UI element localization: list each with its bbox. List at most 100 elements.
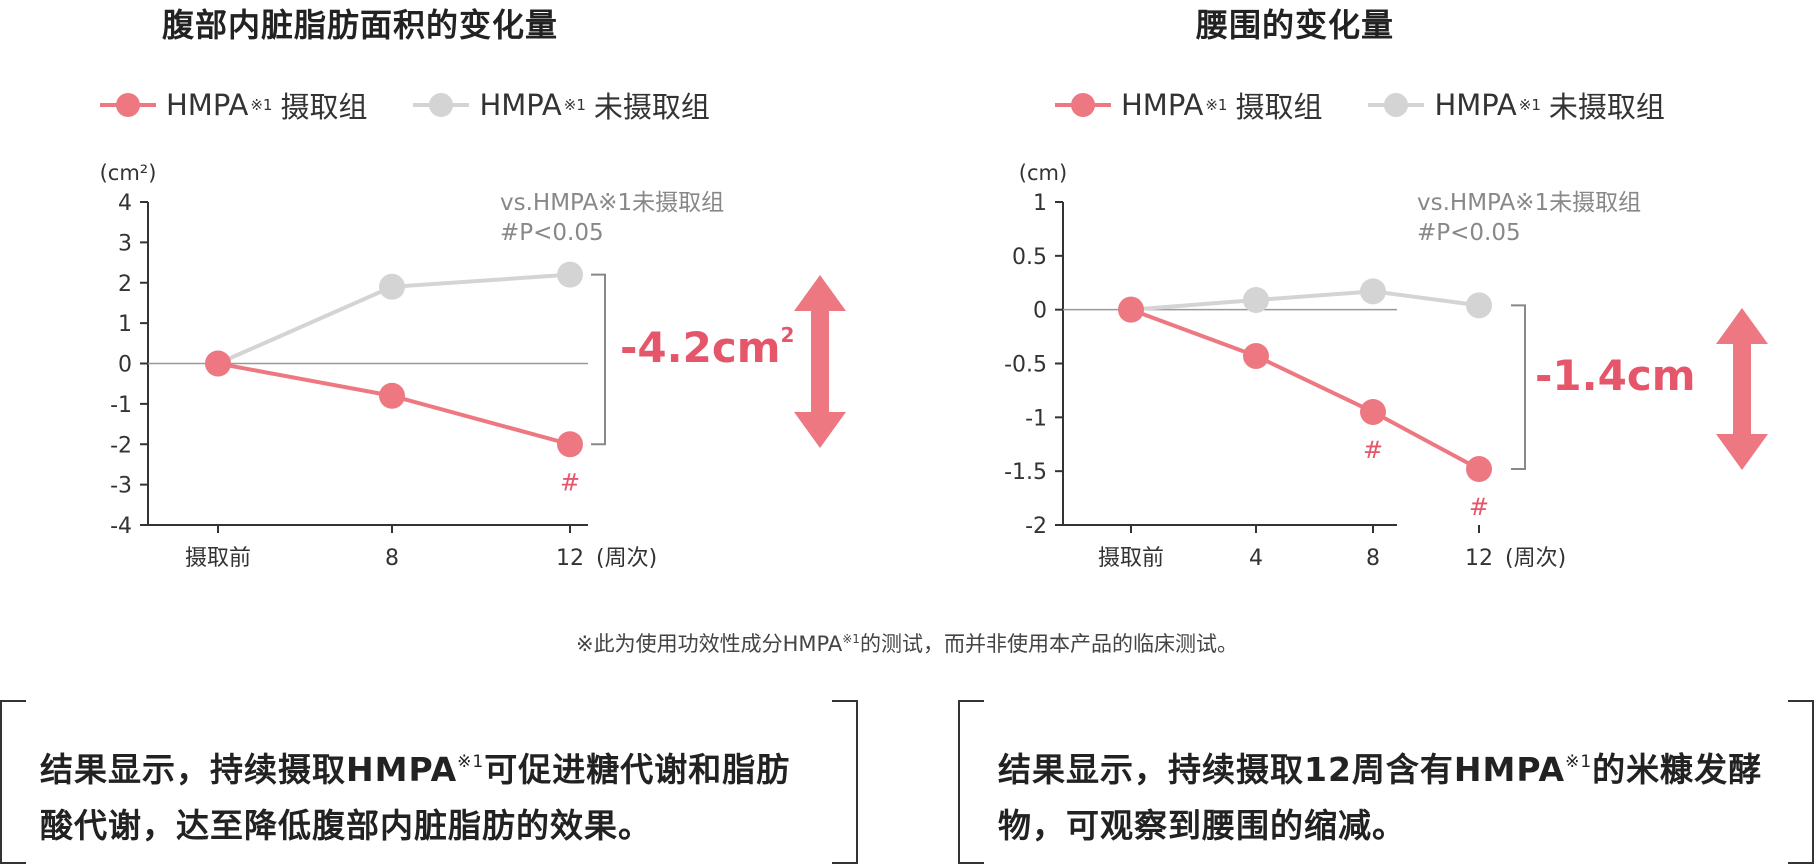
y-tick-label: 0.5	[1012, 245, 1047, 270]
x-tick-label: 8	[385, 546, 399, 571]
visceral-fat-plot: (cm²) 4 3 2 1 0 -1 -2 -3 -4 摄取前 8 12 (周次) # vs.HMPA※1未摄…	[100, 161, 846, 571]
control-point	[557, 261, 583, 288]
control-point	[1243, 286, 1269, 313]
x-unit-label: (周次)	[596, 546, 657, 571]
legend-swatch-control	[413, 93, 470, 117]
control-point	[379, 273, 405, 300]
y-tick-label: 3	[118, 231, 132, 256]
y-tick-label: 2	[118, 272, 132, 297]
difference-bracket	[1511, 304, 1526, 471]
conclusion-superscript: ※1	[1565, 752, 1593, 772]
legend-superscript: ※1	[250, 96, 273, 114]
legend-superscript: ※1	[1518, 96, 1541, 114]
x-tick-label: 摄取前	[1098, 546, 1164, 571]
y-tick-label: -2	[1025, 514, 1047, 539]
legend-superscript: ※1	[1205, 96, 1228, 114]
legend-label: HMPA	[1434, 88, 1517, 122]
legend-item-treatment: HMPA ※1 摄取组	[100, 84, 367, 126]
control-point	[1360, 278, 1386, 305]
conclusion-text-start: 结果显示，持续摄取HMPA	[40, 750, 458, 789]
x-tick-label: 4	[1249, 546, 1263, 571]
difference-bracket	[591, 273, 606, 446]
legend-item-control: HMPA ※1 未摄取组	[413, 84, 710, 126]
conclusion-text: 结果显示，持续摄取HMPA※1可促进糖代谢和脂肪酸代谢，达至降低腹部内脏脂肪的效…	[40, 734, 822, 854]
chart-legend: HMPA ※1 摄取组 HMPA ※1 未摄取组	[100, 84, 756, 126]
double-arrow-icon	[1716, 308, 1768, 470]
treatment-line	[1130, 307, 1480, 471]
y-tick-label: -3	[110, 474, 132, 499]
treatment-point	[379, 382, 405, 409]
legend-suffix: 摄取组	[1235, 90, 1323, 124]
legend-swatch-treatment	[100, 93, 156, 117]
conclusion-text: 结果显示，持续摄取12周含有HMPA※1的米糠发酵物，可观察到腰围的缩减。	[998, 734, 1778, 854]
legend-suffix: 摄取组	[280, 90, 368, 124]
x-unit-label: (周次)	[1505, 546, 1566, 571]
y-tick-label: -1.5	[1004, 460, 1047, 485]
legend-suffix: 未摄取组	[593, 90, 710, 124]
conclusion-text-end: 的米糠发酵物，可观察到腰围的缩减。	[998, 750, 1763, 845]
y-tick-label: 1	[118, 312, 132, 337]
significance-mark: #	[1363, 436, 1383, 464]
footnote: ※此为使用功效性成分HMPA※1的测试，而并非使用本产品的临床测试。	[0, 628, 1814, 658]
legend-swatch-control	[1368, 93, 1425, 117]
y-tick-label: -4	[110, 514, 132, 539]
conclusion-text-end: 可促进糖代谢和脂肪酸代谢，达至降低腹部内脏脂肪的效果。	[40, 750, 791, 845]
treatment-point	[557, 431, 583, 458]
control-point	[1466, 292, 1492, 319]
difference-label: -1.4cm	[1535, 351, 1696, 400]
legend-suffix: 未摄取组	[1548, 90, 1665, 124]
y-tick-label: -0.5	[1004, 353, 1047, 378]
y-tick-label: 1	[1033, 191, 1047, 216]
waist-plot: (cm) 1 0.5 0 -0.5 -1 -1.5 -2 摄取前 4 8 12 (周次) # # vs.HMP…	[1004, 161, 1768, 571]
y-tick-label: -1	[110, 393, 132, 418]
y-tick-label: 0	[1033, 299, 1047, 324]
x-tick-label: 摄取前	[185, 546, 251, 571]
legend-swatch-treatment	[1055, 93, 1111, 117]
x-tick-label: 12	[556, 546, 584, 571]
legend-superscript: ※1	[563, 96, 586, 114]
legend-item-control: HMPA ※1 未摄取组	[1368, 84, 1665, 126]
difference-superscript: 2	[781, 323, 795, 347]
footnote-suffix: 的测试，而并非使用本产品的临床测试。	[859, 632, 1238, 656]
stat-note-line1: vs.HMPA※1未摄取组	[500, 190, 724, 216]
y-unit-label: (cm²)	[100, 161, 157, 185]
legend-label: HMPA	[1121, 88, 1204, 122]
chart-title: 腰围的变化量	[1195, 6, 1394, 44]
legend-item-treatment: HMPA ※1 摄取组	[1055, 84, 1322, 126]
y-tick-label: 4	[118, 191, 132, 216]
x-tick-label: 12	[1465, 546, 1493, 571]
double-arrow-icon	[794, 275, 846, 448]
stat-note-line2: #P<0.05	[500, 220, 604, 246]
legend-label: HMPA	[166, 88, 249, 122]
footnote-prefix: ※此为使用功效性成分HMPA	[576, 632, 843, 656]
waist-chart: 腰围的变化量 HMPA ※1 摄取组 HMPA ※1 未摄取组 (cm) 1 0.5 0 -0.…	[905, 0, 1814, 600]
stat-note-line1: vs.HMPA※1未摄取组	[1417, 190, 1641, 216]
conclusion-box-left: 结果显示，持续摄取HMPA※1可促进糖代谢和脂肪酸代谢，达至降低腹部内脏脂肪的效…	[0, 700, 858, 864]
y-tick-label: -1	[1025, 406, 1047, 431]
treatment-point	[205, 350, 231, 377]
x-tick-label: 8	[1366, 546, 1380, 571]
legend-label: HMPA	[479, 88, 562, 122]
footnote-superscript: ※1	[842, 632, 860, 646]
chart-title: 腹部内脏脂肪面积的变化量	[161, 6, 558, 44]
y-unit-label: (cm)	[1019, 161, 1067, 185]
significance-mark: #	[560, 468, 580, 496]
y-tick-label: -2	[110, 433, 132, 458]
significance-mark: #	[1469, 493, 1489, 521]
bracket-right	[832, 700, 858, 864]
control-line	[1130, 289, 1480, 312]
treatment-point	[1243, 342, 1269, 369]
conclusion-superscript: ※1	[457, 752, 485, 772]
conclusion-box-right: 结果显示，持续摄取12周含有HMPA※1的米糠发酵物，可观察到腰围的缩减。	[958, 700, 1814, 864]
chart-legend: HMPA ※1 摄取组 HMPA ※1 未摄取组	[1055, 84, 1711, 126]
bracket-left	[0, 700, 26, 864]
treatment-point	[1466, 456, 1492, 483]
difference-label: -4.2cm2	[620, 323, 794, 372]
y-tick-label: 0	[118, 353, 132, 378]
treatment-point	[1360, 398, 1386, 425]
treatment-point	[1118, 296, 1144, 323]
visceral-fat-chart: 腹部内脏脂肪面积的变化量 HMPA ※1 摄取组 HMPA ※1 未摄取组 (cm²) 4…	[0, 0, 860, 600]
bracket-left	[958, 700, 984, 864]
stat-note-line2: #P<0.05	[1417, 220, 1521, 246]
conclusion-text-start: 结果显示，持续摄取12周含有HMPA	[998, 750, 1566, 789]
